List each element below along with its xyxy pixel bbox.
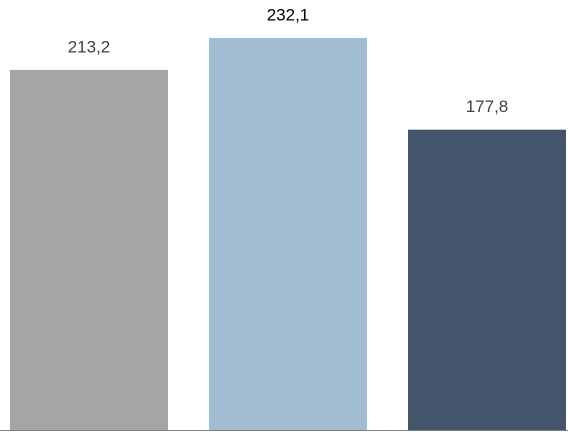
data-label: 177,8 xyxy=(466,97,509,116)
bar xyxy=(209,37,367,431)
bar xyxy=(10,69,168,430)
bar xyxy=(408,129,566,430)
data-label: 232,1 xyxy=(267,5,310,24)
data-label: 213,2 xyxy=(68,37,111,56)
